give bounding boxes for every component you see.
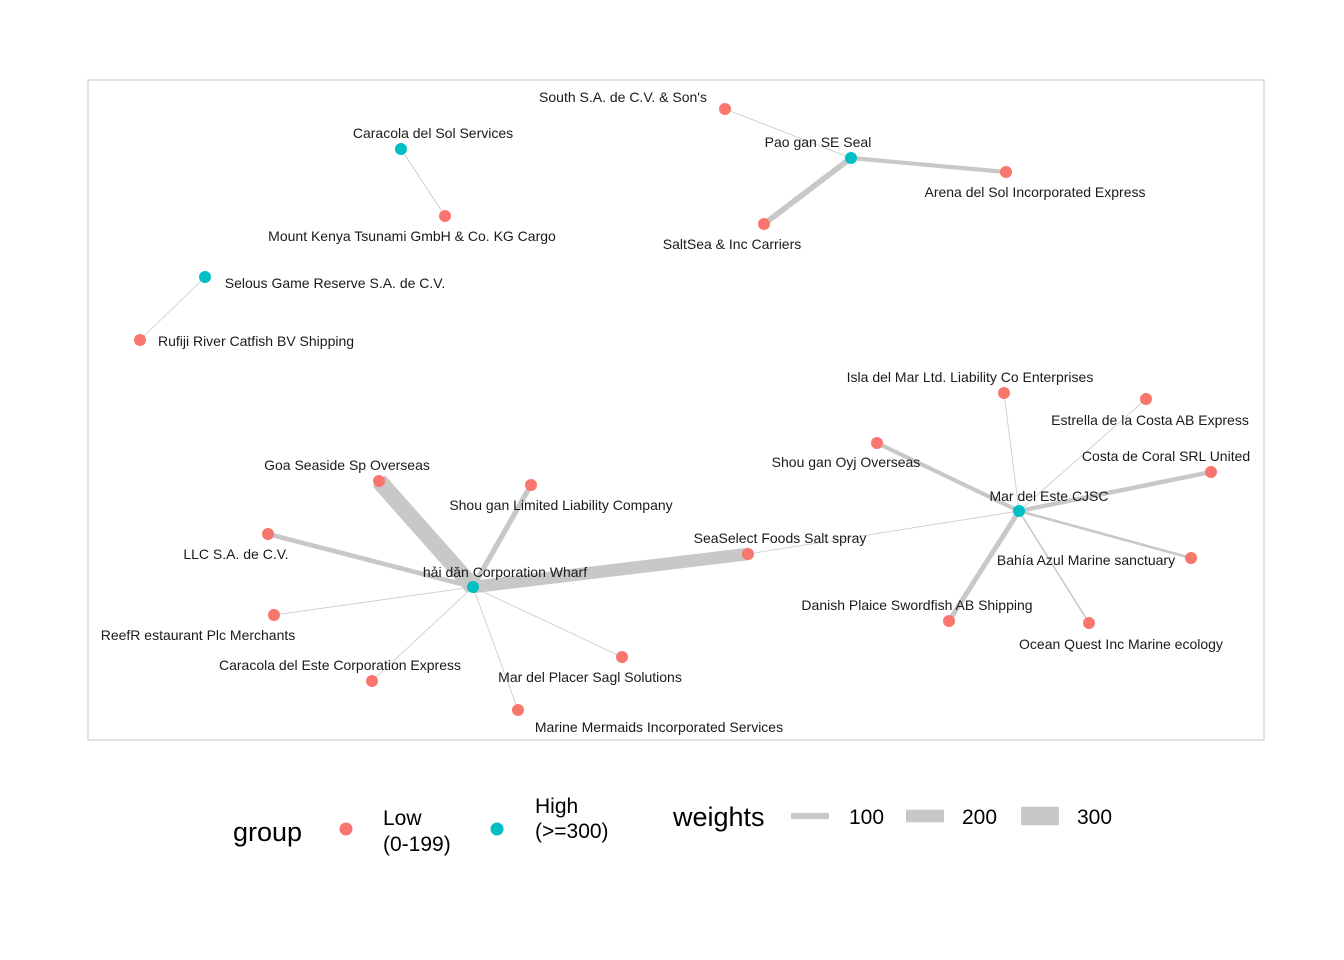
node-reefr — [268, 609, 280, 621]
node-isla_mar — [998, 387, 1010, 399]
legend-high-dot — [490, 822, 504, 836]
node-danish — [943, 615, 955, 627]
node-pao_gan — [845, 152, 857, 164]
label-layer: South S.A. de C.V. & Son's Pao gan SE Sea… — [101, 89, 1250, 735]
node-label-caracola_este: Caracola del Este Corporation Express — [219, 657, 461, 673]
node-goa — [373, 475, 385, 487]
node-caracola_sol — [395, 143, 407, 155]
node-label-llc_sa: LLC S.A. de C.V. — [183, 546, 288, 562]
node-estrella — [1140, 393, 1152, 405]
node-bahia — [1185, 552, 1197, 564]
edge-costa_coral-mar_este — [1018, 469, 1212, 514]
node-label-goa: Goa Seaside Sp Overseas — [264, 457, 430, 473]
edge-shou_oyj-mar_este — [876, 441, 1020, 513]
node-mar_placer — [616, 651, 628, 663]
legend-low-label-line2: (0-199) — [383, 833, 451, 856]
legend-high-label-line2: (>=300) — [535, 820, 609, 843]
edge-layer — [139, 108, 1212, 711]
node-seaselect — [742, 548, 754, 560]
node-shou_llc — [525, 479, 537, 491]
edge-goa-hai_dan — [372, 475, 480, 593]
legend-weight-label-200: 200 — [962, 806, 997, 829]
node-label-shou_oyj: Shou gan Oyj Overseas — [772, 454, 921, 470]
node-marine_mermaids — [512, 704, 524, 716]
node-label-mar_este: Mar del Este CJSC — [989, 488, 1108, 504]
node-south_sa — [719, 103, 731, 115]
node-label-costa_coral: Costa de Coral SRL United — [1082, 448, 1250, 464]
edge-seaselect-mar_este — [747, 510, 1020, 555]
edge-shou_llc-hai_dan — [470, 483, 534, 589]
node-rufiji — [134, 334, 146, 346]
node-mar_este — [1013, 505, 1025, 517]
node-llc_sa — [262, 528, 274, 540]
plot-panel — [87, 79, 1265, 741]
edge-pao_gan-saltsea — [762, 155, 853, 227]
edge-marine_mermaids-hai_dan — [472, 586, 519, 711]
legend: group Low (0-199) High (>=300) weights 1… — [233, 795, 1112, 856]
edge-danish-mar_este — [946, 509, 1022, 623]
node-label-mount_kenya: Mount Kenya Tsunami GmbH & Co. KG Cargo — [268, 228, 556, 244]
node-layer — [134, 103, 1217, 716]
node-label-selous: Selous Game Reserve S.A. de C.V. — [225, 275, 445, 291]
edge-reefr-hai_dan — [273, 586, 474, 616]
legend-group-title: group — [233, 817, 302, 847]
node-arena_sol — [1000, 166, 1012, 178]
edge-isla_mar-mar_este — [1003, 392, 1020, 512]
node-label-mar_placer: Mar del Placer Sagl Solutions — [498, 669, 682, 685]
node-label-danish: Danish Plaice Swordfish AB Shipping — [801, 597, 1032, 613]
node-mount_kenya — [439, 210, 451, 222]
edge-caracola_sol-mount_kenya — [400, 148, 446, 217]
node-caracola_este — [366, 675, 378, 687]
node-shou_oyj — [871, 437, 883, 449]
legend-weight-label-300: 300 — [1077, 806, 1112, 829]
node-selous — [199, 271, 211, 283]
node-label-rufiji: Rufiji River Catfish BV Shipping — [158, 333, 354, 349]
legend-weights-title: weights — [672, 802, 765, 832]
node-label-isla_mar: Isla del Mar Ltd. Liability Co Enterpris… — [847, 369, 1094, 385]
node-label-ocean_quest: Ocean Quest Inc Marine ecology — [1019, 636, 1223, 652]
edge-bahia-mar_este — [1018, 509, 1192, 560]
edge-seaselect-hai_dan — [472, 547, 749, 594]
legend-high-label-line1: High — [535, 795, 578, 818]
node-label-pao_gan: Pao gan SE Seal — [765, 134, 872, 150]
node-ocean_quest — [1083, 617, 1095, 629]
legend-weight-label-100: 100 — [849, 806, 884, 829]
edge-selous-rufiji — [139, 276, 206, 341]
node-label-shou_llc: Shou gan Limited Liability Company — [449, 497, 672, 513]
edge-south_sa-pao_gan — [724, 108, 852, 159]
node-hai_dan — [467, 581, 479, 593]
node-label-south_sa: South S.A. de C.V. & Son's — [539, 89, 707, 105]
node-label-reefr: ReefR estaurant Plc Merchants — [101, 627, 296, 643]
edge-mar_placer-hai_dan — [472, 586, 623, 658]
edge-pao_gan-arena_sol — [850, 155, 1007, 175]
node-label-caracola_sol: Caracola del Sol Services — [353, 125, 513, 141]
node-label-arena_sol: Arena del Sol Incorporated Express — [924, 184, 1145, 200]
node-label-seaselect: SeaSelect Foods Salt spray — [694, 530, 867, 546]
edge-ocean_quest-mar_este — [1018, 510, 1090, 624]
edge-llc_sa-hai_dan — [267, 531, 474, 590]
node-label-estrella: Estrella de la Costa AB Express — [1051, 412, 1249, 428]
node-label-saltsea: SaltSea & Inc Carriers — [663, 236, 802, 252]
legend-low-dot — [339, 822, 353, 836]
legend-weight-keys: 100 200 300 — [791, 806, 1112, 829]
edge-caracola_este-hai_dan — [371, 586, 474, 682]
node-label-marine_mermaids: Marine Mermaids Incorporated Services — [535, 719, 783, 735]
node-label-bahia: Bahía Azul Marine sanctuary — [997, 552, 1175, 568]
edge-estrella-mar_este — [1018, 398, 1147, 512]
node-label-hai_dan: hải dăn Corporation Wharf — [423, 564, 587, 580]
node-costa_coral — [1205, 466, 1217, 478]
node-saltsea — [758, 218, 770, 230]
legend-low-label-line1: Low — [383, 807, 422, 830]
